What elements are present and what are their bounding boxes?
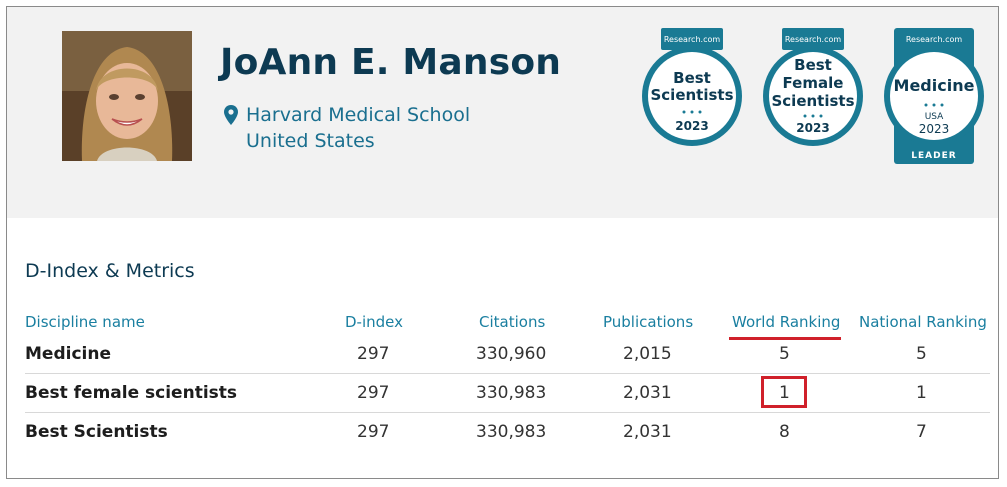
badge-line1: Medicine: [894, 76, 975, 95]
badge-line2: Scientists: [650, 86, 733, 104]
d-index-value: 297: [357, 344, 390, 364]
publications-value: 2,015: [623, 344, 672, 364]
publications-value: 2,031: [623, 383, 672, 403]
publications-value: 2,031: [623, 422, 672, 442]
table-row: Medicine 297 330,960 2,015 5 5: [25, 334, 990, 374]
badge-line1: Best: [673, 69, 711, 87]
profile-photo: [62, 31, 192, 161]
d-index-value: 297: [357, 422, 390, 442]
profile-header: JoAnn E. Manson Harvard Medical School U…: [7, 7, 998, 218]
world-ranking-value: 5: [779, 344, 790, 364]
badge-brand: Research.com: [785, 35, 842, 44]
badge-medicine-usa-leader[interactable]: Research.com Medicine USA 2023 LEADER: [880, 28, 988, 168]
highlight-box: [761, 376, 807, 408]
badge-brand: Research.com: [664, 35, 721, 44]
col-publications[interactable]: Publications: [603, 313, 694, 331]
badge-line3: Scientists: [771, 92, 854, 110]
col-world-ranking[interactable]: World Ranking: [732, 313, 841, 331]
profile-name: JoAnn E. Manson: [220, 42, 562, 83]
badge-best-scientists[interactable]: Research.com Best Scientists 2023: [638, 28, 746, 152]
national-ranking-value: 5: [916, 344, 927, 364]
institution-link[interactable]: Harvard Medical School: [246, 104, 471, 126]
col-national-ranking[interactable]: National Ranking: [859, 313, 987, 331]
location-pin-icon: [224, 105, 238, 132]
country-link[interactable]: United States: [246, 130, 375, 152]
badge-line1: Best: [794, 56, 832, 74]
world-ranking-value: 8: [779, 422, 790, 442]
national-ranking-value: 1: [916, 383, 927, 403]
discipline-name[interactable]: Best Scientists: [25, 422, 168, 442]
badge-footer: LEADER: [911, 151, 956, 161]
table-row: Best female scientists 297 330,983 2,031…: [25, 373, 990, 413]
badge-best-female-scientists[interactable]: Research.com Best Female Scientists 2023: [759, 28, 867, 152]
highlight-underline: [729, 337, 841, 340]
national-ranking-value: 7: [916, 422, 927, 442]
badge-year: 2023: [675, 119, 708, 133]
col-d-index[interactable]: D-index: [345, 313, 404, 331]
col-discipline-name[interactable]: Discipline name: [25, 313, 145, 331]
world-ranking-value: 1: [779, 383, 790, 403]
d-index-value: 297: [357, 383, 390, 403]
table-row: Best Scientists 297 330,983 2,031 8 7: [25, 412, 990, 451]
col-citations[interactable]: Citations: [479, 313, 546, 331]
profile-card: JoAnn E. Manson Harvard Medical School U…: [6, 6, 999, 479]
discipline-name[interactable]: Medicine: [25, 344, 111, 364]
badge-year: 2023: [796, 121, 829, 135]
citations-value: 330,960: [476, 344, 547, 364]
citations-value: 330,983: [476, 383, 547, 403]
metrics-title: D-Index & Metrics: [25, 260, 195, 282]
badge-year: 2023: [919, 122, 950, 136]
badge-brand: Research.com: [906, 35, 963, 44]
badge-line2: Female: [783, 74, 844, 92]
discipline-name[interactable]: Best female scientists: [25, 383, 238, 403]
citations-value: 330,983: [476, 422, 547, 442]
badge-line2: USA: [925, 112, 944, 122]
